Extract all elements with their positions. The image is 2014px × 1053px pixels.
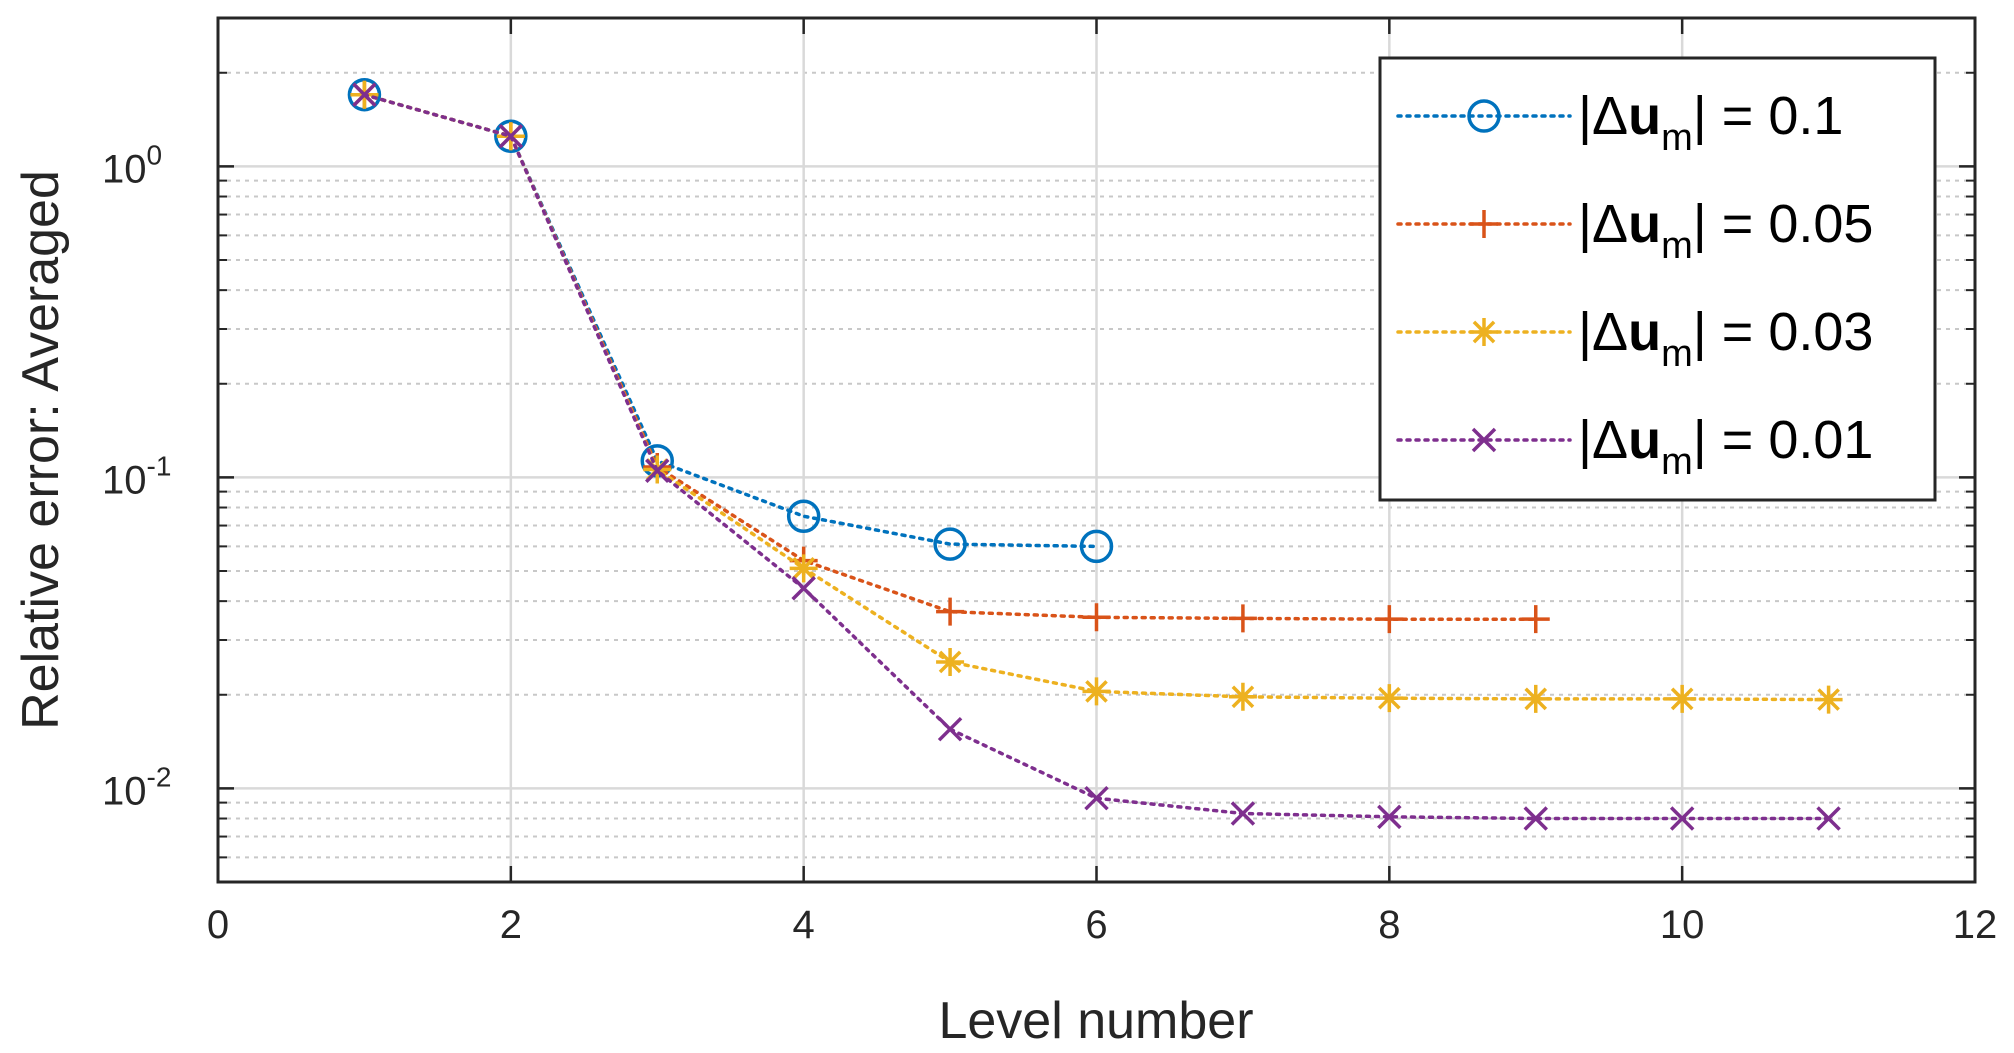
marker-asterisk xyxy=(1521,684,1550,713)
y-tick-label: 10-2 xyxy=(102,761,171,813)
marker-circle xyxy=(786,499,821,533)
marker-x xyxy=(1816,806,1841,831)
marker-circle xyxy=(933,527,967,561)
marker-circle xyxy=(347,77,382,112)
legend-label: |Δum| = 0.05 xyxy=(1578,194,1873,267)
marker-plus xyxy=(1375,605,1404,634)
marker-x xyxy=(352,82,377,107)
marker-asterisk xyxy=(1082,677,1111,706)
marker-plus xyxy=(1082,603,1111,632)
marker-plus xyxy=(936,597,965,626)
x-tick-label: 6 xyxy=(1085,903,1107,947)
marker-x xyxy=(1669,806,1695,831)
marker-x xyxy=(645,458,670,484)
marker-x xyxy=(1523,806,1548,831)
x-tick-label: 2 xyxy=(500,903,522,947)
marker-asterisk xyxy=(1375,684,1404,713)
marker-x xyxy=(1084,785,1109,811)
x-tick-label: 0 xyxy=(207,903,229,947)
marker-circle xyxy=(1079,529,1114,564)
marker-x xyxy=(1471,427,1497,453)
marker-asterisk xyxy=(936,647,965,676)
marker-plus xyxy=(1470,210,1498,238)
x-tick-label: 8 xyxy=(1378,903,1400,947)
x-tick-label: 10 xyxy=(1660,903,1705,947)
legend-label: |Δum| = 0.1 xyxy=(1578,86,1843,159)
marker-x xyxy=(498,124,524,149)
marker-asterisk xyxy=(1470,318,1498,346)
marker-x xyxy=(791,576,816,601)
legend-box xyxy=(1378,56,1937,502)
marker-x xyxy=(937,716,963,742)
marker-asterisk xyxy=(1668,684,1697,713)
x-axis-title: Level number xyxy=(938,992,1253,1050)
legend-item: |Δum| = 0.01 xyxy=(1396,410,1873,483)
legend: |Δum| = 0.1 |Δum| = 0.05 |Δum| = 0.03 |Δum|… xyxy=(1378,56,1937,502)
series-group xyxy=(347,77,1843,831)
marker-circle xyxy=(1467,99,1501,133)
marker-plus xyxy=(1521,605,1550,634)
x-tick-label: 12 xyxy=(1953,903,1998,947)
marker-x xyxy=(1377,804,1402,830)
marker-asterisk xyxy=(789,554,818,583)
marker-asterisk xyxy=(1814,685,1843,714)
legend-label: |Δum| = 0.01 xyxy=(1578,410,1873,483)
marker-x xyxy=(1230,801,1256,826)
y-tick-label: 10-1 xyxy=(102,450,171,502)
y-tick-label: 100 xyxy=(102,139,162,191)
x-tick-label: 4 xyxy=(793,903,815,947)
marker-plus xyxy=(1228,604,1257,633)
marker-asterisk xyxy=(1228,682,1257,711)
y-axis-title: Relative error: Averaged xyxy=(12,170,70,730)
series-3 xyxy=(352,82,1841,831)
ticks: 10-2 10-1 100 0 2 4 6 8 10 12 xyxy=(102,18,1997,947)
legend-label: |Δum| = 0.03 xyxy=(1578,302,1873,375)
legend-item: |Δum| = 0.05 xyxy=(1396,194,1873,267)
legend-item: |Δum| = 0.03 xyxy=(1396,302,1873,375)
legend-item: |Δum| = 0.1 xyxy=(1396,86,1843,159)
marker-circle xyxy=(494,119,528,153)
